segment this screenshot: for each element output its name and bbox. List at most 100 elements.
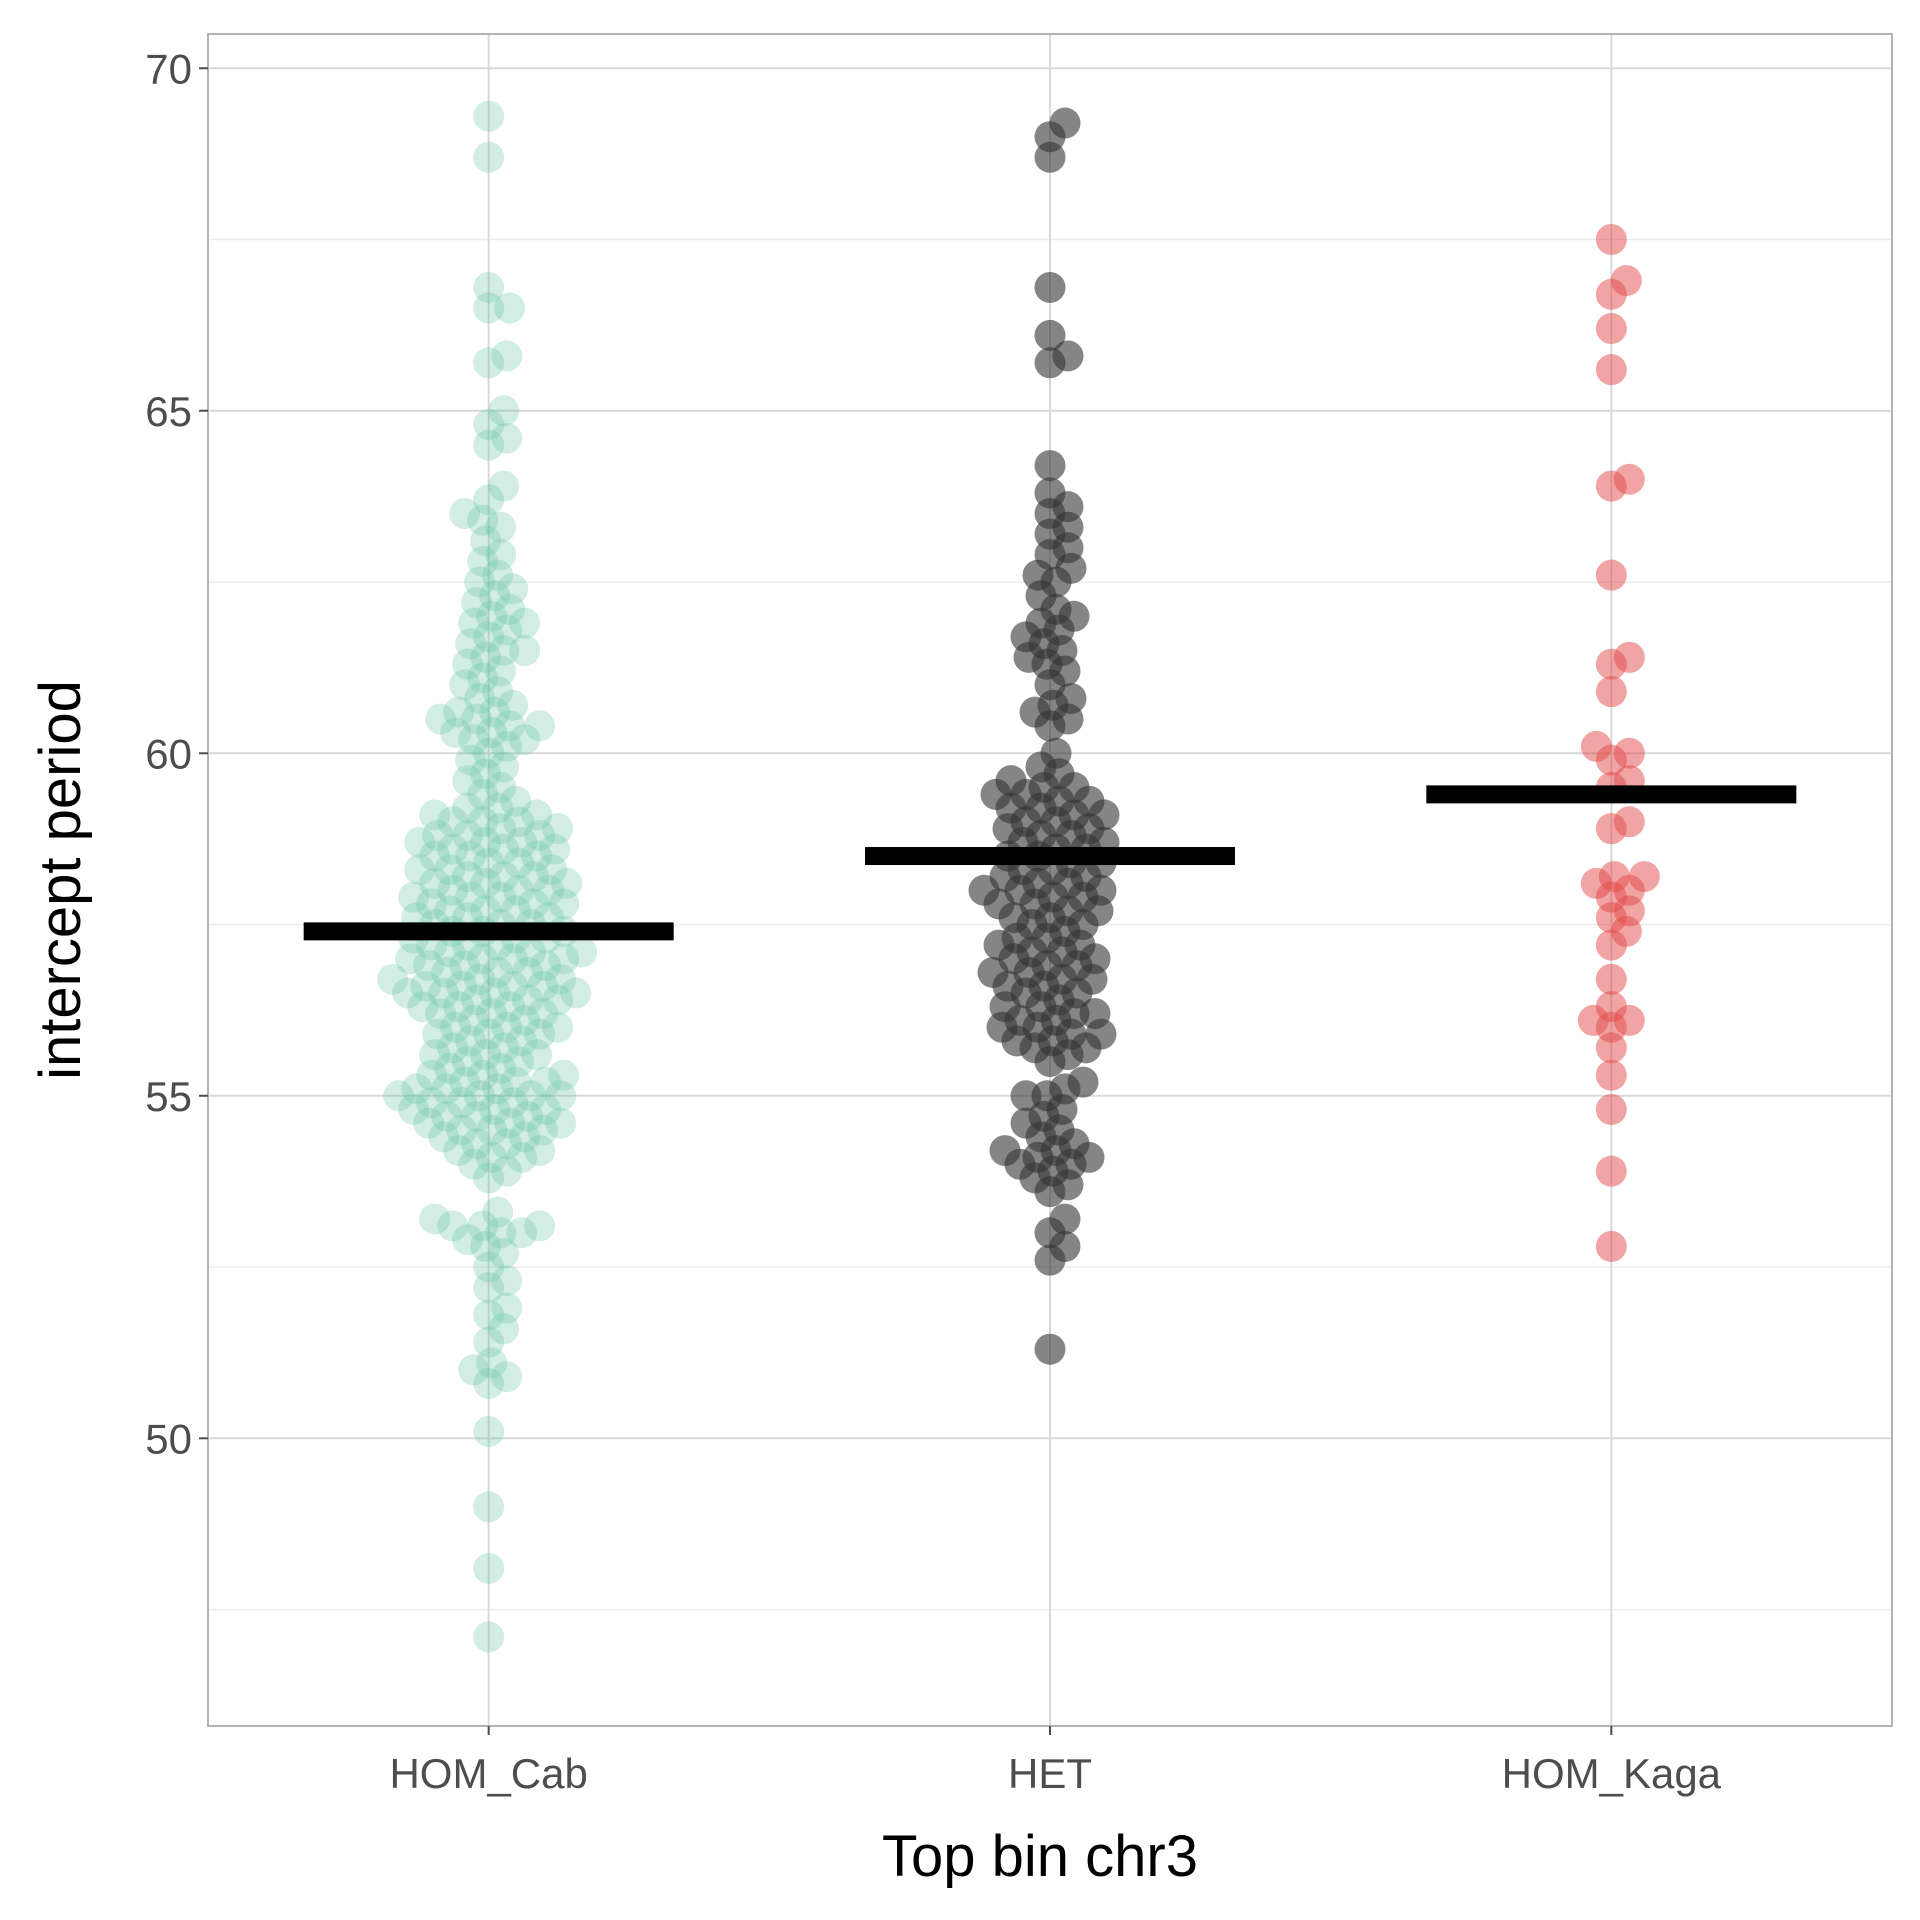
- x-tick-label: HOM_Cab: [389, 1750, 587, 1797]
- data-point: [527, 970, 559, 1002]
- data-point: [506, 1025, 538, 1057]
- data-point: [512, 956, 544, 988]
- data-point: [515, 936, 547, 968]
- data-point: [461, 1100, 493, 1132]
- data-point: [1595, 1155, 1627, 1187]
- data-point: [464, 1080, 496, 1112]
- data-point: [494, 710, 526, 742]
- data-point: [1595, 963, 1627, 995]
- data-point: [989, 1135, 1021, 1167]
- data-point: [491, 1292, 523, 1324]
- data-point: [443, 696, 475, 728]
- data-point: [461, 984, 493, 1016]
- data-point: [425, 998, 457, 1030]
- data-point: [1067, 1066, 1099, 1098]
- data-point: [476, 600, 508, 632]
- data-point: [500, 895, 532, 927]
- data-point: [419, 867, 451, 899]
- data-point: [440, 717, 472, 749]
- data-point: [377, 963, 409, 995]
- data-point: [1034, 450, 1066, 482]
- data-point: [473, 292, 505, 324]
- data-point: [518, 888, 550, 920]
- data-point: [530, 950, 562, 982]
- data-point: [473, 1018, 505, 1050]
- data-point: [458, 607, 490, 639]
- data-point: [506, 1141, 538, 1173]
- data-point: [410, 970, 442, 1002]
- data-point: [473, 1491, 505, 1523]
- data-point: [464, 566, 496, 598]
- data-point: [398, 881, 430, 913]
- data-point: [479, 1093, 511, 1125]
- data-point: [488, 635, 520, 667]
- data-point: [446, 1114, 478, 1146]
- data-point: [491, 730, 523, 762]
- data-point: [470, 1039, 502, 1071]
- data-point: [506, 826, 538, 858]
- axis-ticks: 50 55 60 65 70 HOM_Cab HET HOM_Kaga: [145, 45, 1721, 1797]
- data-point: [473, 1326, 505, 1358]
- data-point: [1613, 806, 1645, 838]
- data-point: [497, 573, 529, 605]
- data-point: [470, 525, 502, 557]
- data-point: [1595, 1059, 1627, 1091]
- data-point: [452, 861, 484, 893]
- data-point: [473, 1162, 505, 1194]
- data-point: [449, 1066, 481, 1098]
- data-point: [521, 840, 553, 872]
- data-point: [1052, 340, 1084, 372]
- y-tick-label: 50: [145, 1415, 192, 1462]
- data-point: [458, 724, 490, 756]
- data-point: [398, 1093, 430, 1125]
- data-point: [1598, 861, 1630, 893]
- data-point: [461, 587, 493, 619]
- data-point: [473, 621, 505, 653]
- data-point: [1034, 1333, 1066, 1365]
- data-point: [503, 806, 535, 838]
- data-point: [1034, 271, 1066, 303]
- data-point: [500, 785, 532, 817]
- data-point: [455, 744, 487, 776]
- data-point: [476, 1114, 508, 1146]
- data-point: [491, 1011, 523, 1043]
- data-point: [452, 819, 484, 851]
- y-tick-label: 70: [145, 45, 192, 92]
- data-point: [509, 607, 541, 639]
- y-tick-label: 60: [145, 730, 192, 777]
- data-point: [455, 628, 487, 660]
- data-point: [473, 408, 505, 440]
- data-point: [419, 799, 451, 831]
- data-point: [437, 1032, 469, 1064]
- data-point: [521, 1039, 553, 1071]
- data-point: [539, 833, 571, 865]
- data-point: [530, 1093, 562, 1125]
- data-point: [482, 956, 514, 988]
- data-point: [404, 826, 436, 858]
- data-point: [473, 271, 505, 303]
- data-point: [491, 422, 523, 454]
- data-point: [431, 1073, 463, 1105]
- data-point: [437, 806, 469, 838]
- data-point: [461, 1128, 493, 1160]
- data-point: [419, 840, 451, 872]
- data-point: [491, 1265, 523, 1297]
- median-bar: [865, 847, 1235, 866]
- data-point: [404, 854, 436, 886]
- data-point: [470, 641, 502, 673]
- data-point: [488, 1313, 520, 1345]
- data-point: [464, 963, 496, 995]
- data-point: [512, 984, 544, 1016]
- data-point: [497, 943, 529, 975]
- data-point: [467, 545, 499, 577]
- data-point: [458, 1004, 490, 1036]
- data-point: [476, 998, 508, 1030]
- data-point: [416, 888, 448, 920]
- data-point: [506, 1217, 538, 1249]
- data-points: [377, 100, 1660, 1653]
- data-point: [545, 1080, 577, 1112]
- data-point: [428, 977, 460, 1009]
- data-point: [485, 539, 517, 571]
- data-point: [470, 1230, 502, 1262]
